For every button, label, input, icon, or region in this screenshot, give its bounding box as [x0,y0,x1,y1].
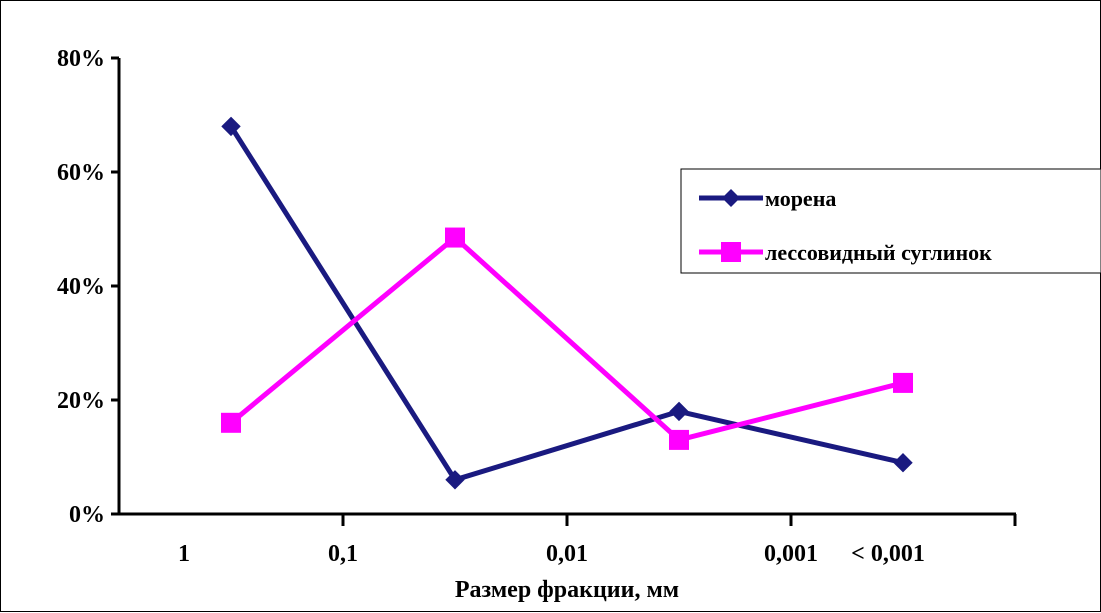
legend-label: морена [765,186,836,211]
y-tick-label: 0% [69,502,105,528]
legend: морена лессовидный суглинок [681,169,1101,273]
y-tick-label: 60% [57,160,105,186]
x-tick-label: 1 [178,541,190,567]
x-tick-label: 0,01 [546,541,588,567]
x-tick-label: < 0,001 [851,541,925,567]
x-axis-title: Размер фракции, мм [455,577,679,603]
data-point [670,402,688,420]
y-tick-label: 20% [57,388,105,414]
legend-marker [721,242,741,262]
x-ticks: 1 0,1 0,01 0,001 < 0,001 [178,514,1101,567]
y-tick-label: 80% [57,46,105,72]
data-point [669,430,689,450]
data-point [221,413,241,433]
y-ticks: 0% 20% 40% 60% 80% [57,46,119,528]
legend-label: лессовидный суглинок [765,240,992,265]
y-tick-label: 40% [57,274,105,300]
x-tick-label: 0,1 [328,541,358,567]
x-tick-label: 0,001 [764,541,818,567]
data-point [445,228,465,248]
data-point [893,373,913,393]
data-point [894,454,912,472]
